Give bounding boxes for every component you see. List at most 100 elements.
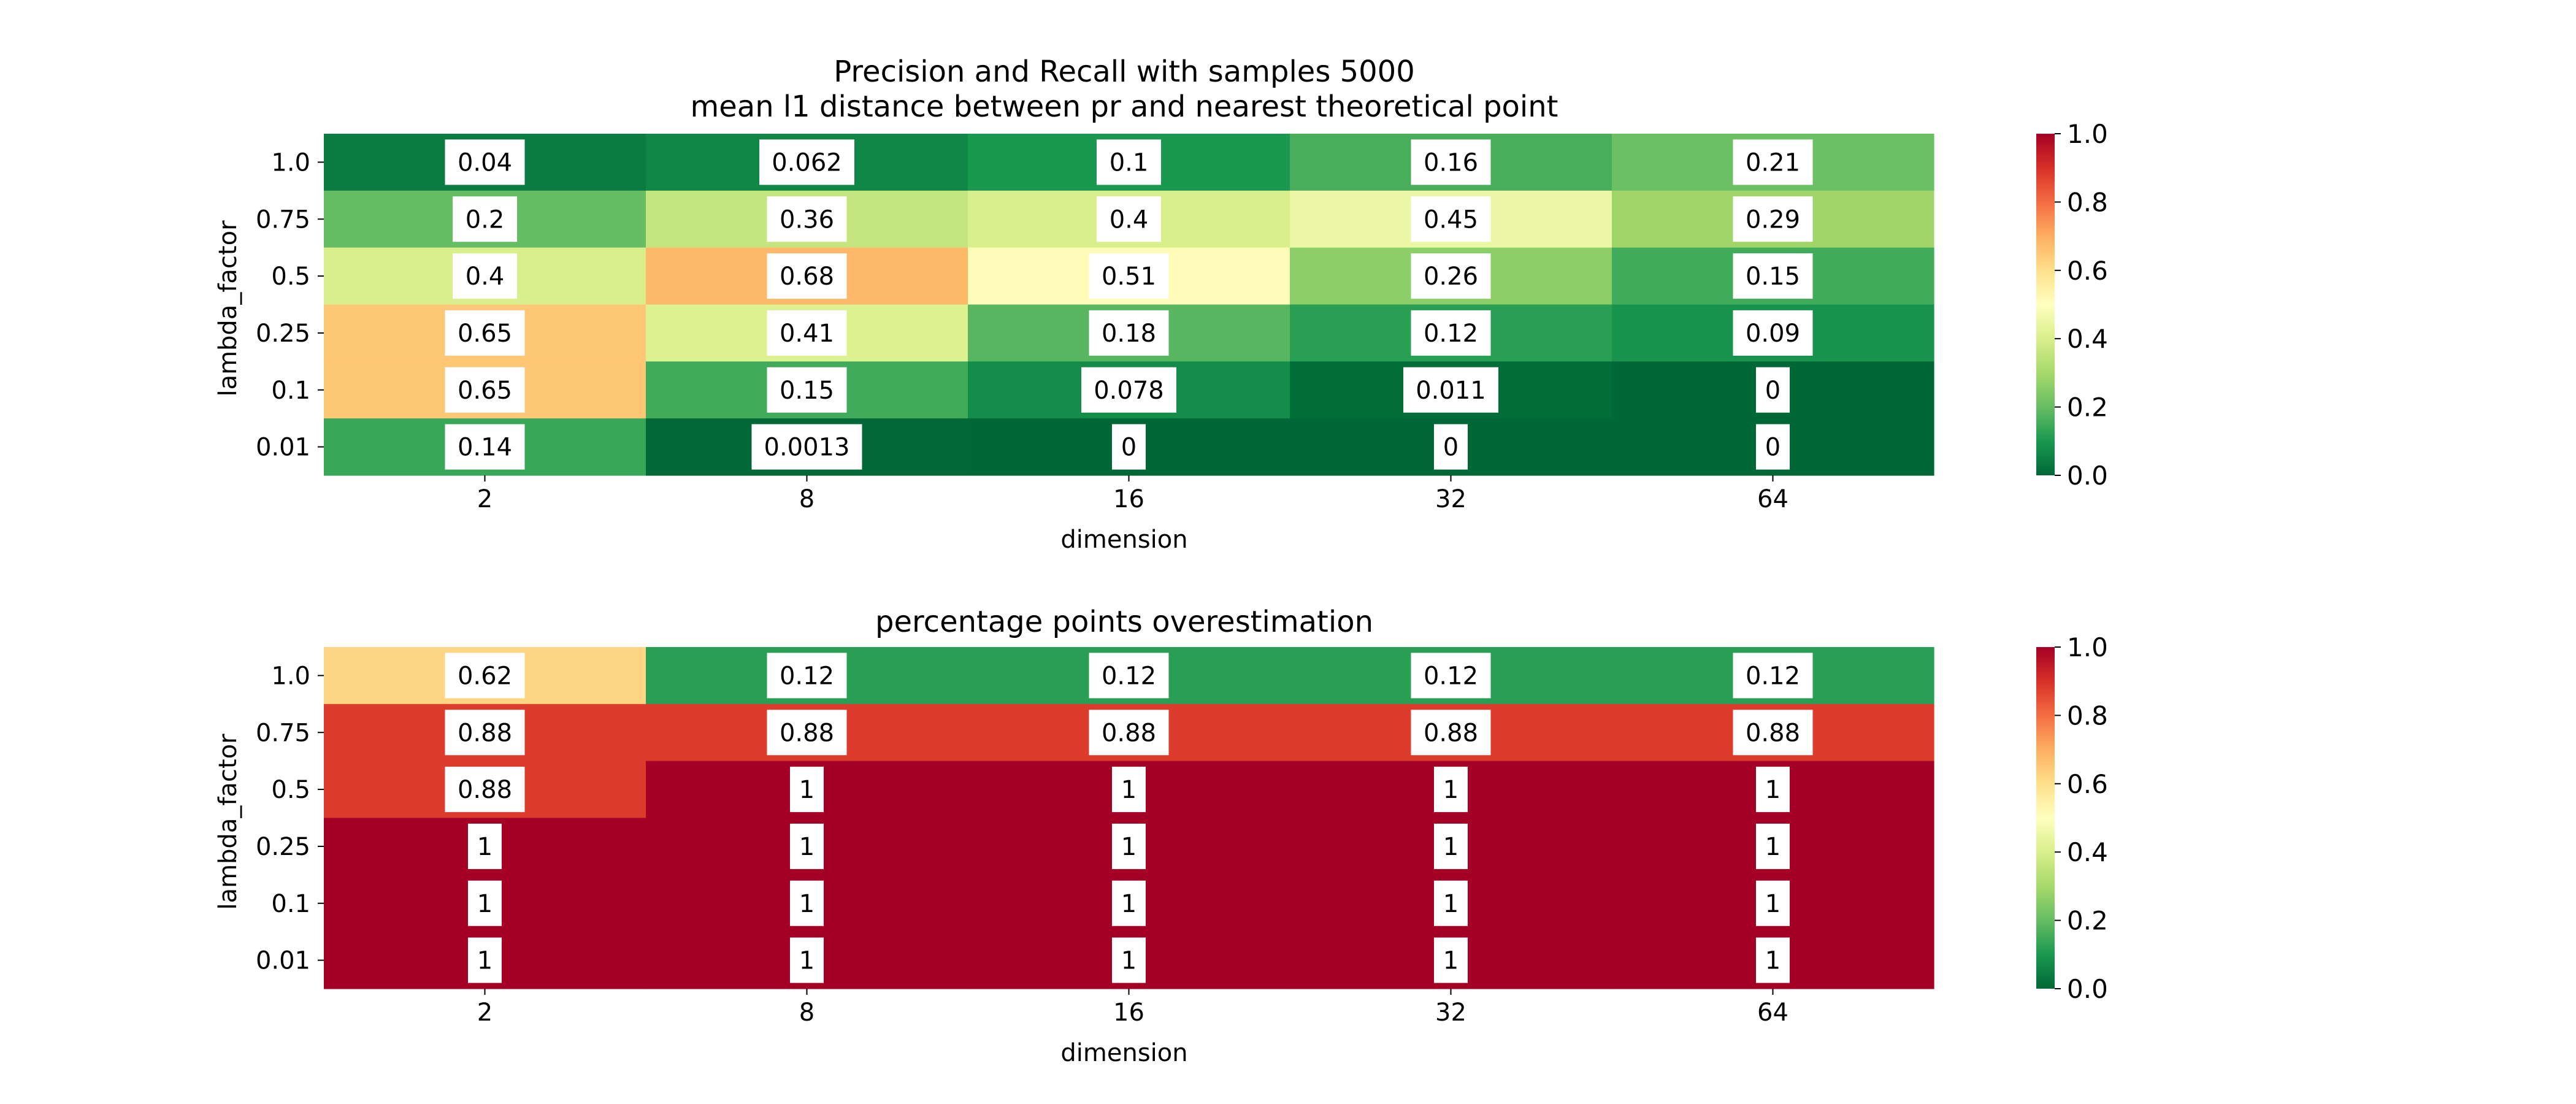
y-tick-label: 0.75 [256, 719, 310, 747]
cell-label-box [1089, 710, 1169, 756]
cell-value-label: 1 [1765, 833, 1781, 861]
x-tick-label: 32 [1435, 485, 1466, 513]
cell-label-box [1089, 310, 1169, 356]
cell-label-box [1097, 196, 1161, 242]
cell-value-label: 0.04 [458, 148, 512, 177]
cell-value-label: 0.36 [780, 205, 834, 234]
colorbar-tick-label: 0.2 [2067, 906, 2108, 936]
cell-label-box [1434, 937, 1468, 983]
colorbar-tick-label: 1.0 [2067, 632, 2108, 662]
cell-label-box [1097, 139, 1161, 185]
cell-label-box [468, 880, 502, 926]
cell-label-box [1434, 767, 1468, 813]
y-tick-label: 0.25 [256, 833, 310, 861]
cell-value-label: 1 [1443, 776, 1459, 804]
cell-label-box [1411, 653, 1491, 699]
cell-value-label: 0 [1121, 434, 1137, 462]
colorbar-tick-label: 0.0 [2067, 974, 2108, 1004]
chart-subtitle: mean l1 distance between pr and nearest … [691, 90, 1558, 124]
cell-value-label: 0.12 [1102, 662, 1156, 690]
chart-title: Precision and Recall with samples 5000 [834, 55, 1414, 89]
x-tick-label: 16 [1113, 999, 1144, 1027]
cell-value-label: 0.078 [1094, 377, 1164, 405]
cell-label-box [790, 880, 824, 926]
cell-value-label: 1 [477, 890, 493, 918]
cell-value-label: 1 [477, 833, 493, 861]
x-tick-label: 8 [799, 999, 815, 1027]
cell-value-label: 0 [1765, 434, 1781, 462]
cell-value-label: 0.51 [1102, 263, 1156, 291]
colorbar-tick-label: 0.2 [2067, 393, 2108, 423]
heatmap-cells: 0.62 0.12 0.12 0.12 0.12 0.88 0.88 0.88 0.88 0.88… [324, 647, 1934, 989]
colorbar: 0.0 0.2 0.4 0.6 0.8 1.0 [2036, 632, 2108, 1004]
cell-value-label: 0.011 [1416, 377, 1486, 405]
colorbar: 0.0 0.2 0.4 0.6 0.8 1.0 [2036, 119, 2108, 491]
cell-label-box [767, 196, 847, 242]
cell-label-box [790, 823, 824, 869]
cell-label-box [767, 653, 847, 699]
x-tick-label: 64 [1757, 485, 1788, 513]
cell-value-label: 1 [1121, 947, 1137, 975]
cell-label-box [453, 196, 517, 242]
colorbar-tick-label: 0.4 [2067, 324, 2108, 354]
colorbar-tick-label: 0.0 [2067, 461, 2108, 491]
y-tick-label: 0.01 [256, 434, 310, 462]
cell-value-label: 0.1 [1110, 148, 1149, 177]
cell-label-box [1756, 937, 1790, 983]
cell-label-box [1081, 367, 1176, 413]
colorbar-gradient [2036, 647, 2055, 989]
cell-value-label: 1 [1443, 947, 1459, 975]
y-tick-labels: 1.0 0.75 0.5 0.25 0.1 0.01 [256, 662, 324, 975]
cell-label-box [1411, 139, 1491, 185]
heatmap-cells: 0.04 0.062 0.1 0.16 0.21 0.2 0.36 0.4 0.45 0.29 0.… [324, 134, 1934, 476]
cell-label-box [1112, 823, 1146, 869]
cell-value-label: 0.88 [780, 719, 834, 747]
colorbar-gradient [2036, 134, 2055, 475]
cell-value-label: 0 [1443, 434, 1459, 462]
cell-label-box [1733, 196, 1813, 242]
cell-label-box [1411, 710, 1491, 756]
cell-value-label: 0.4 [1110, 205, 1149, 234]
cell-label-box [1089, 653, 1169, 699]
cell-label-box [1411, 196, 1491, 242]
cell-value-label: 0.88 [1746, 719, 1800, 747]
chart-title: percentage points overestimation [875, 605, 1373, 639]
x-tick-label: 64 [1757, 999, 1788, 1027]
cell-label-box [1434, 823, 1468, 869]
cell-label-box [445, 424, 525, 470]
y-tick-label: 0.25 [256, 320, 310, 348]
cell-value-label: 0.12 [1424, 662, 1478, 690]
y-axis-label: lambda_factor [214, 734, 242, 910]
cell-value-label: 1 [1121, 890, 1137, 918]
cell-value-label: 1 [1121, 776, 1137, 804]
cell-label-box [468, 937, 502, 983]
cell-value-label: 0.65 [458, 377, 512, 405]
cell-value-label: 0.12 [1746, 662, 1800, 690]
cell-label-box [445, 367, 525, 413]
cell-value-label: 0.2 [466, 205, 505, 234]
cell-value-label: 0.09 [1746, 320, 1800, 348]
cell-value-label: 0.62 [458, 662, 512, 690]
cell-label-box [1733, 653, 1813, 699]
x-tick-label: 8 [799, 485, 815, 513]
colorbar-tick-label: 1.0 [2067, 119, 2108, 149]
cell-value-label: 1 [477, 947, 493, 975]
colorbar-tick-label: 0.6 [2067, 769, 2108, 799]
cell-value-label: 0.68 [780, 263, 834, 291]
cell-value-label: 0.88 [458, 776, 512, 804]
cell-value-label: 0.29 [1746, 205, 1800, 234]
cell-label-box [453, 253, 517, 299]
cell-value-label: 1 [1121, 833, 1137, 861]
y-tick-labels: 1.0 0.75 0.5 0.25 0.1 0.01 [256, 148, 324, 462]
cell-value-label: 1 [799, 947, 815, 975]
cell-value-label: 1 [799, 776, 815, 804]
y-axis-label: lambda_factor [214, 220, 242, 397]
y-tick-label: 0.75 [256, 205, 310, 234]
cell-value-label: 0.45 [1424, 205, 1478, 234]
cell-label-box [445, 767, 525, 813]
cell-value-label: 0 [1765, 377, 1781, 405]
colorbar-tick-label: 0.6 [2067, 256, 2108, 286]
cell-label-box [1411, 310, 1491, 356]
heatmap-bottom: percentage points overestimation 0.62 0.1… [214, 605, 2108, 1067]
